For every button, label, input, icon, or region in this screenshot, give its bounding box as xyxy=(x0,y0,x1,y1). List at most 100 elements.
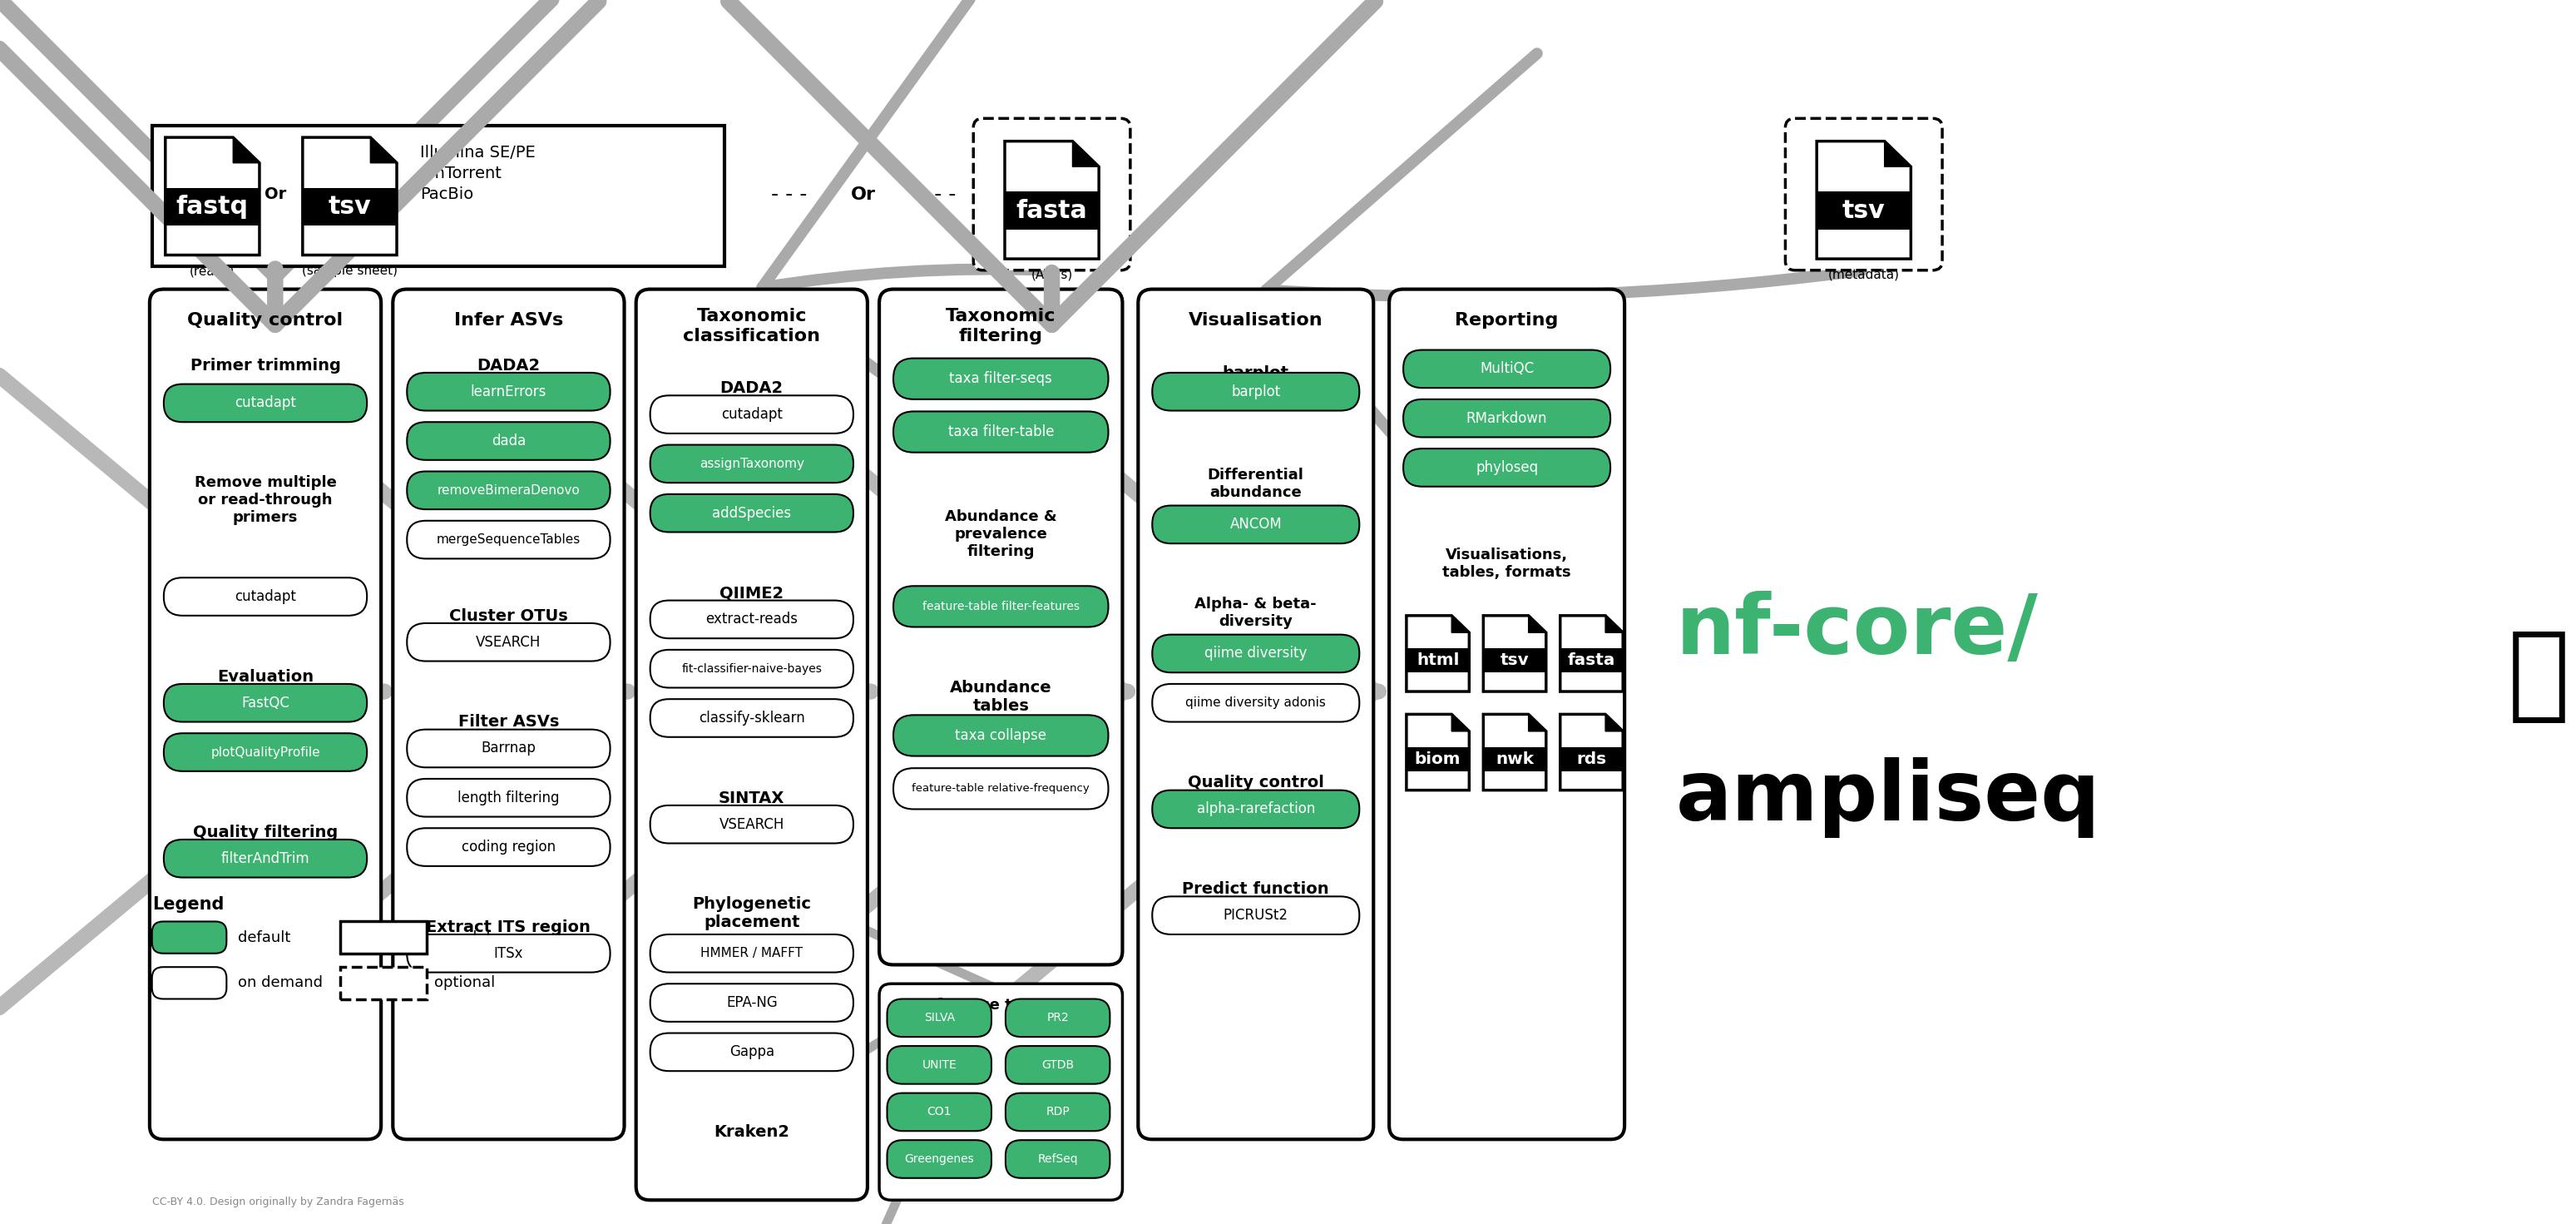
Text: addSpecies: addSpecies xyxy=(711,506,791,520)
Text: - - -: - - - xyxy=(770,185,806,204)
FancyBboxPatch shape xyxy=(1139,289,1373,1140)
FancyBboxPatch shape xyxy=(649,395,853,433)
Text: assignTaxonomy: assignTaxonomy xyxy=(698,458,804,470)
Text: extract-reads: extract-reads xyxy=(706,612,799,627)
Text: PacBio: PacBio xyxy=(420,186,474,202)
Polygon shape xyxy=(1561,715,1623,791)
Polygon shape xyxy=(1528,715,1546,731)
Text: VSEARCH: VSEARCH xyxy=(719,816,783,832)
Text: fasta: fasta xyxy=(1569,652,1615,668)
FancyBboxPatch shape xyxy=(886,999,992,1037)
Text: removeBimeraDenovo: removeBimeraDenovo xyxy=(438,485,580,497)
Text: UNITE: UNITE xyxy=(922,1059,956,1071)
Polygon shape xyxy=(1484,715,1546,791)
FancyBboxPatch shape xyxy=(1388,289,1625,1140)
FancyBboxPatch shape xyxy=(1561,649,1623,672)
Text: Or: Or xyxy=(850,186,876,203)
FancyBboxPatch shape xyxy=(407,471,611,509)
Text: (reads): (reads) xyxy=(191,264,234,278)
Text: Illumina SE/PE: Illumina SE/PE xyxy=(420,144,536,160)
FancyBboxPatch shape xyxy=(407,829,611,867)
Text: biom: biom xyxy=(1414,752,1461,767)
FancyBboxPatch shape xyxy=(894,715,1108,756)
FancyBboxPatch shape xyxy=(1561,747,1623,771)
Text: Reporting: Reporting xyxy=(1455,312,1558,328)
Text: Evaluation: Evaluation xyxy=(216,668,314,684)
Text: fasta: fasta xyxy=(1015,198,1087,223)
FancyBboxPatch shape xyxy=(886,1047,992,1084)
Text: MultiQC: MultiQC xyxy=(1479,361,1533,377)
Text: Greengenes: Greengenes xyxy=(904,1153,974,1165)
Text: tsv: tsv xyxy=(327,195,371,219)
Text: learnErrors: learnErrors xyxy=(471,384,546,399)
FancyBboxPatch shape xyxy=(1484,747,1546,771)
Text: HMMER / MAFFT: HMMER / MAFFT xyxy=(701,947,804,960)
Text: CO1: CO1 xyxy=(927,1106,951,1118)
Polygon shape xyxy=(371,137,397,163)
Text: (sample sheet): (sample sheet) xyxy=(301,264,397,278)
Polygon shape xyxy=(232,137,260,163)
Polygon shape xyxy=(1005,141,1100,258)
Text: optional: optional xyxy=(435,976,495,990)
Text: taxa filter-table: taxa filter-table xyxy=(948,425,1054,439)
Text: GTDB: GTDB xyxy=(1041,1059,1074,1071)
Text: Reference taxonomy: Reference taxonomy xyxy=(914,998,1087,1012)
Polygon shape xyxy=(1886,141,1911,166)
Text: barplot: barplot xyxy=(1224,365,1288,381)
Text: tsv: tsv xyxy=(1499,652,1530,668)
FancyBboxPatch shape xyxy=(649,1033,853,1071)
Text: Infer ASVs: Infer ASVs xyxy=(453,312,564,328)
Text: RMarkdown: RMarkdown xyxy=(1466,411,1548,426)
FancyBboxPatch shape xyxy=(894,769,1108,809)
Text: feature-table relative-frequency: feature-table relative-frequency xyxy=(912,783,1090,794)
FancyBboxPatch shape xyxy=(878,984,1123,1200)
FancyBboxPatch shape xyxy=(1151,372,1360,411)
Text: fit-classifier-naive-bayes: fit-classifier-naive-bayes xyxy=(683,663,822,674)
Text: Barrnap: Barrnap xyxy=(482,741,536,756)
Text: Taxonomic
classification: Taxonomic classification xyxy=(683,308,819,344)
Text: Abundance
tables: Abundance tables xyxy=(951,681,1051,715)
Text: mergeSequenceTables: mergeSequenceTables xyxy=(435,534,580,546)
Polygon shape xyxy=(1605,715,1623,731)
Text: mandatory: mandatory xyxy=(435,930,515,945)
Text: Predict function: Predict function xyxy=(1182,881,1329,897)
Text: Quality filtering: Quality filtering xyxy=(193,824,337,840)
FancyBboxPatch shape xyxy=(165,188,260,225)
FancyBboxPatch shape xyxy=(407,730,611,767)
Text: Filter ASVs: Filter ASVs xyxy=(459,715,559,730)
FancyBboxPatch shape xyxy=(878,289,1123,965)
Text: Quality control: Quality control xyxy=(188,312,343,328)
FancyBboxPatch shape xyxy=(1406,747,1468,771)
Polygon shape xyxy=(1528,616,1546,633)
FancyBboxPatch shape xyxy=(649,494,853,532)
Text: Phylogenetic
placement: Phylogenetic placement xyxy=(693,896,811,930)
Polygon shape xyxy=(165,137,260,255)
FancyBboxPatch shape xyxy=(1785,119,1942,271)
Polygon shape xyxy=(1605,616,1623,633)
FancyBboxPatch shape xyxy=(152,922,227,953)
Text: CC-BY 4.0. Design originally by Zandra Fagernäs: CC-BY 4.0. Design originally by Zandra F… xyxy=(152,1197,404,1208)
FancyBboxPatch shape xyxy=(1406,649,1468,672)
FancyBboxPatch shape xyxy=(1484,649,1546,672)
FancyBboxPatch shape xyxy=(974,119,1131,271)
Text: html: html xyxy=(1417,652,1458,668)
FancyBboxPatch shape xyxy=(649,805,853,843)
Text: cutadapt: cutadapt xyxy=(234,589,296,605)
Text: taxa collapse: taxa collapse xyxy=(956,728,1046,743)
FancyBboxPatch shape xyxy=(1151,684,1360,722)
FancyBboxPatch shape xyxy=(1005,192,1100,229)
Text: phyloseq: phyloseq xyxy=(1476,460,1538,475)
Text: Or: Or xyxy=(265,186,286,202)
FancyBboxPatch shape xyxy=(407,934,611,972)
FancyBboxPatch shape xyxy=(152,967,227,999)
Text: RefSeq: RefSeq xyxy=(1038,1153,1077,1165)
Text: Extract ITS region: Extract ITS region xyxy=(425,919,590,935)
FancyBboxPatch shape xyxy=(1005,1093,1110,1131)
Polygon shape xyxy=(301,137,397,255)
FancyBboxPatch shape xyxy=(1151,634,1360,672)
FancyBboxPatch shape xyxy=(649,699,853,737)
FancyBboxPatch shape xyxy=(1005,999,1110,1037)
Text: Taxonomic
filtering: Taxonomic filtering xyxy=(945,308,1056,344)
Text: Gappa: Gappa xyxy=(729,1044,775,1060)
Text: dada: dada xyxy=(492,433,526,448)
